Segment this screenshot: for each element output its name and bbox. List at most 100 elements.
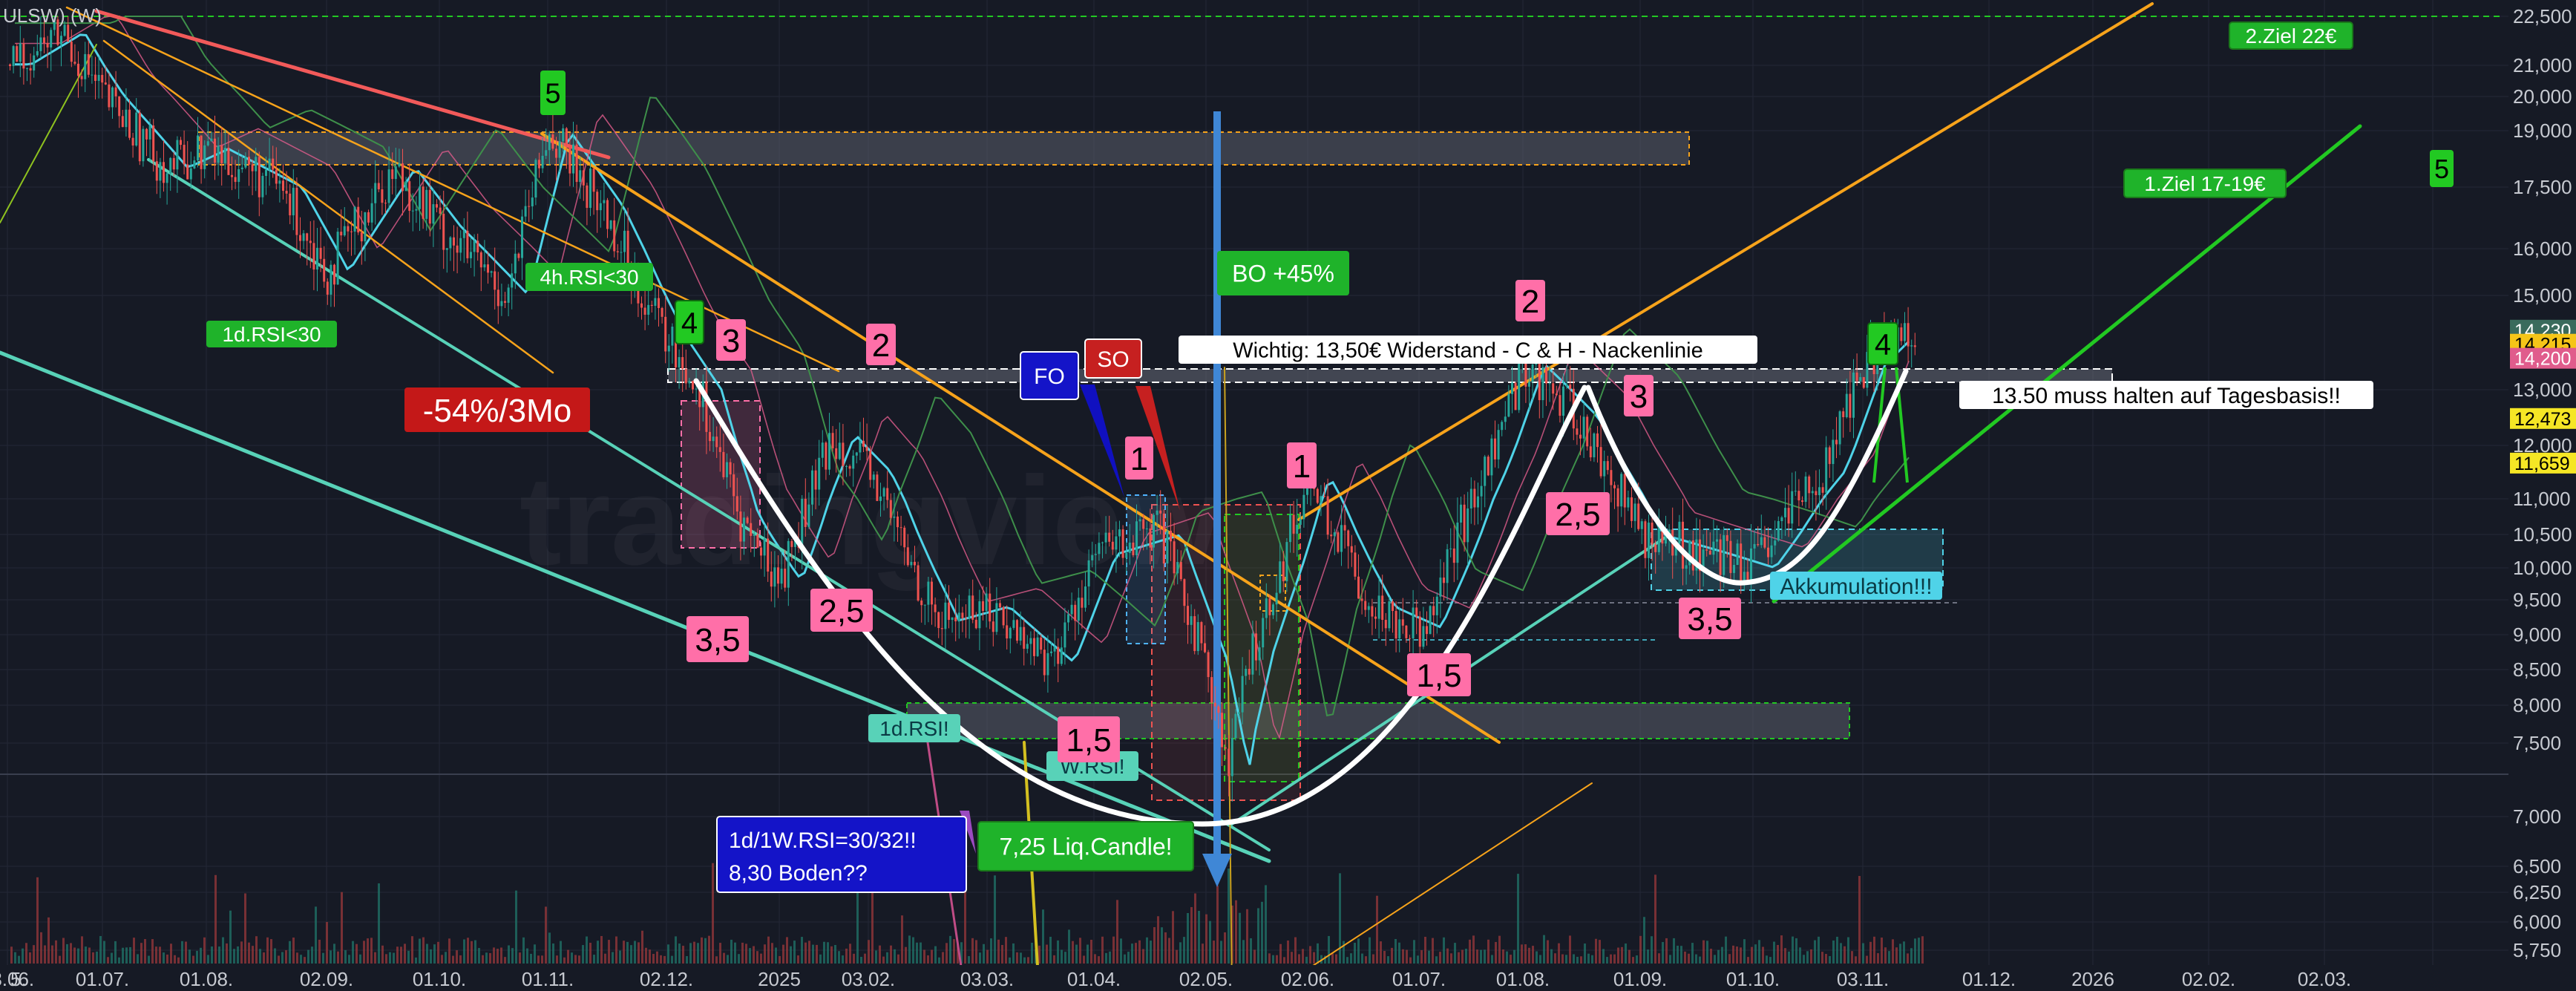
volume-bar: [496, 949, 499, 964]
candle-body: [9, 64, 11, 67]
candle-body: [272, 158, 275, 170]
candle-body: [1343, 525, 1346, 531]
candle-body: [1128, 542, 1131, 553]
ziel1-label: 1.Ziel 17-19€: [2123, 169, 2287, 198]
volume-bar: [1673, 938, 1675, 964]
volume-bar: [964, 874, 966, 964]
volume-bar: [574, 955, 577, 964]
wave-label-4: 2,5: [810, 589, 873, 632]
time-axis[interactable]: 5.03.06. 01.07. 01.08. 02.09. 01.10. 01.11. 02…: [0, 965, 2576, 991]
volume-bar: [1658, 953, 1660, 964]
candle-body: [1699, 539, 1701, 572]
candle-body: [428, 189, 431, 224]
volume-bar: [1506, 951, 1508, 964]
volume-bar: [697, 943, 699, 964]
volume-bar: [1777, 945, 1779, 964]
volume-bar: [111, 952, 113, 964]
volume-bar: [1610, 954, 1612, 964]
volume-bar: [871, 889, 874, 964]
time-tick-label: 01.09.: [1613, 968, 1667, 990]
volume-bar: [1027, 957, 1029, 964]
candle-body: [906, 547, 909, 566]
candle-body: [439, 207, 442, 214]
volume-bar: [229, 910, 232, 964]
candle-body: [483, 264, 486, 268]
price-tick-label: 5,750: [2513, 939, 2561, 961]
volume-bar: [634, 941, 636, 964]
volume-bar: [1012, 943, 1015, 964]
volume-bar: [1517, 874, 1519, 964]
volume-bar: [882, 956, 885, 964]
candle-body: [886, 488, 889, 500]
candle-body: [1275, 592, 1278, 605]
volume-bar: [1250, 938, 1252, 964]
ziel2-label-text: 2.Ziel 22€: [2246, 24, 2337, 48]
volume-bar: [25, 943, 27, 964]
candle-body: [1507, 393, 1510, 417]
price-tick-label: 19,000: [2513, 120, 2572, 142]
price-axis[interactable]: 22,500 21,000 20,000 19,000 17,500 16,000 15,0…: [2508, 0, 2576, 991]
candle-body: [1494, 438, 1496, 459]
candle-body: [1149, 528, 1152, 548]
volume-bar: [886, 952, 888, 964]
volume-bar: [1632, 957, 1634, 964]
candle-body: [210, 138, 213, 142]
candle-body: [364, 212, 367, 242]
candle-body: [1657, 526, 1660, 552]
candle-body: [995, 603, 998, 632]
volume-bar: [1895, 947, 1898, 964]
candle-body: [684, 368, 687, 384]
volume-bar: [727, 955, 729, 964]
candle-body: [1801, 500, 1803, 503]
candle-body: [1456, 522, 1459, 563]
candle-body: [804, 498, 807, 527]
volume-bar: [1079, 938, 1081, 964]
candle-body: [1040, 637, 1043, 650]
volume-bar: [1406, 949, 1408, 964]
wave-label-6-bg: [1125, 436, 1153, 480]
volume-bar: [860, 956, 862, 964]
candle-body: [838, 442, 841, 459]
wave-label-0-text: 4: [681, 307, 698, 339]
candle-body: [1026, 644, 1029, 649]
volume-bar: [1324, 955, 1326, 964]
candle-body: [1006, 625, 1009, 639]
volume-bar: [244, 893, 246, 964]
volume-bar: [192, 955, 194, 964]
volume-bar: [1636, 955, 1638, 964]
candle-body: [261, 175, 264, 197]
candle-body: [865, 446, 868, 451]
volume-bar: [1009, 957, 1011, 964]
candle-body: [459, 238, 462, 253]
volume-bar: [1843, 946, 1846, 964]
drop-label: -54%/3Mo: [404, 387, 590, 432]
volume-bar: [1294, 937, 1297, 964]
candle-body: [923, 604, 926, 606]
ziel1-label-bg: [2123, 169, 2287, 198]
volume-bar: [1547, 940, 1549, 964]
wave-label-4-bg: [810, 589, 873, 632]
volume-bar: [1881, 938, 1883, 964]
volume-bar: [1432, 938, 1434, 964]
volume-bar: [1001, 945, 1003, 964]
time-tick-label: 01.08.: [1496, 968, 1550, 990]
candle-body: [1012, 620, 1015, 628]
volume-bar: [1350, 953, 1352, 964]
volume-bar: [1884, 947, 1887, 964]
candle-body: [135, 112, 138, 146]
candle-body: [425, 189, 428, 219]
price-tick-label: 17,500: [2513, 176, 2572, 198]
volume-bar: [1647, 949, 1649, 964]
wave-label-8-bg: [1515, 280, 1545, 321]
ma-cyan: [15, 33, 1910, 765]
candle-body: [333, 264, 335, 285]
candle-body: [1723, 534, 1725, 575]
candle-body: [114, 87, 117, 97]
volume-bar: [934, 946, 937, 964]
candle-body: [1780, 517, 1783, 522]
volume-bar: [1150, 941, 1152, 964]
candle-body: [46, 42, 49, 48]
red-downtrend-line: [94, 9, 611, 160]
price-tick-label: 22,500: [2513, 5, 2572, 27]
